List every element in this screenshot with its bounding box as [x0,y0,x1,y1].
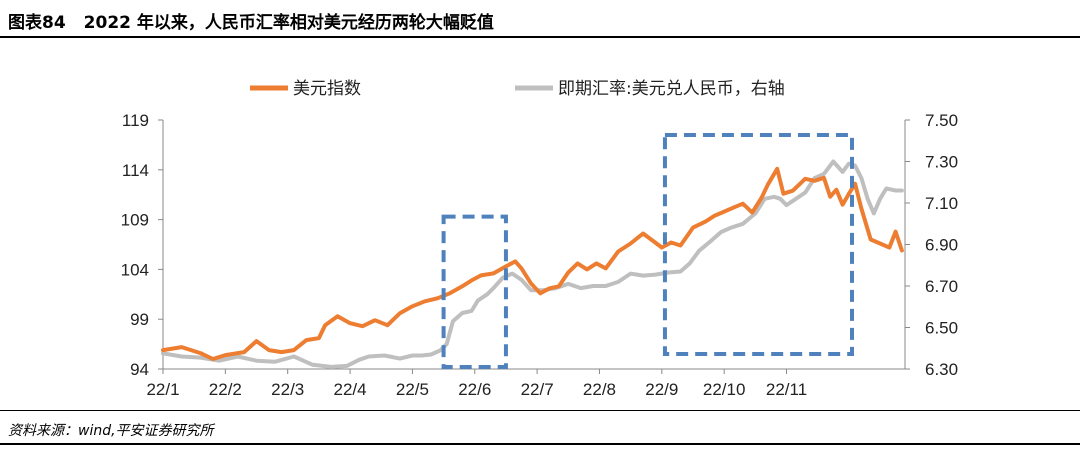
legend-label-usdcny: 即期汇率:美元兑人民币，右轴 [558,79,785,99]
legend-label-usd-index: 美元指数 [293,79,361,99]
header-rule [0,36,1080,38]
chart-axes: 94 99 104 109 114 119 6.30 6.50 6.70 6.90 7.10 7.30… [121,111,958,399]
y-right-tick-label: 6.30 [925,360,958,379]
line-chart: 美元指数 即期汇率:美元兑人民币，右轴 94 99 104 109 114 119 6.30… [121,79,958,399]
annotation-layer [441,132,854,370]
figure-source: 资料来源：wind,平安证券研究所 [8,423,214,439]
y-right-tick-label: 6.90 [925,236,958,255]
y-right-tick-label: 7.30 [925,153,958,172]
y-left-tick-label: 104 [121,260,149,279]
x-tick-label: 22/10 [703,380,746,399]
y-left-tick-label: 109 [121,211,149,230]
chart-legend: 美元指数 即期汇率:美元兑人民币，右轴 [250,79,785,99]
figure-label: 图表84 [8,13,66,33]
series-layer [161,159,904,369]
x-tick-label: 22/6 [458,380,491,399]
y-right-tick-label: 6.50 [925,319,958,338]
x-tick-label: 22/7 [521,380,554,399]
y-right-tick-label: 6.70 [925,277,958,296]
y-left-tick-label: 114 [122,161,149,180]
y-left-tick-label: 99 [130,310,149,329]
figure-title-text: 2022 年以来，人民币汇率相对美元经历两轮大幅贬值 [83,13,494,33]
footer-rule [0,443,1080,445]
x-tick-label: 22/1 [146,380,179,399]
x-tick-label: 22/5 [396,380,429,399]
x-tick-label: 22/8 [583,380,616,399]
x-tick-label: 22/2 [209,380,242,399]
figure-title: 图表84 2022 年以来，人民币汇率相对美元经历两轮大幅贬值 [8,8,494,33]
series-line-usdcny [161,159,904,369]
y-right-tick-label: 7.50 [925,111,958,130]
y-left-tick-label: 94 [130,360,149,379]
x-tick-label: 22/11 [766,380,807,399]
highlight-box-1 [441,214,508,370]
y-right-tick-label: 7.10 [925,194,958,213]
x-tick-label: 22/4 [334,380,367,399]
source-rule [0,410,1080,411]
x-tick-label: 22/9 [645,380,678,399]
figure-header: 图表84 2022 年以来，人民币汇率相对美元经历两轮大幅贬值 [0,0,1080,36]
y-left-tick-label: 119 [122,111,149,130]
x-tick-label: 22/3 [271,380,304,399]
highlight-box-2 [662,132,854,357]
series-line-usd-index [161,166,904,361]
